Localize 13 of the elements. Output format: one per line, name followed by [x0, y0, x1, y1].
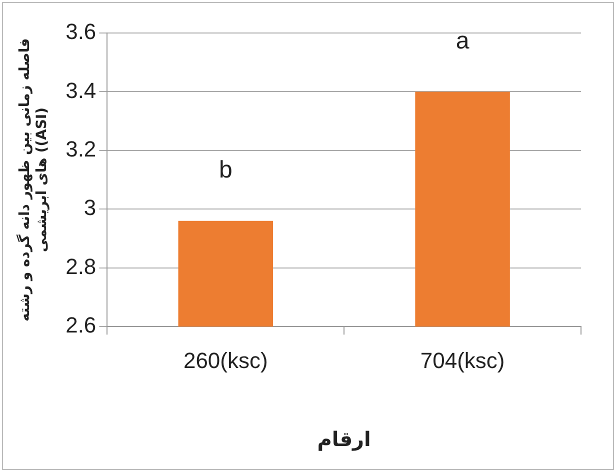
- y-tick-label: 3.2: [66, 136, 96, 162]
- y-tick-label: 2.6: [66, 312, 96, 338]
- annotation: b: [218, 156, 232, 184]
- x-tick-label: 704(ksc): [420, 348, 505, 373]
- y-tick-label: 3.4: [66, 78, 96, 103]
- annotation: a: [456, 27, 470, 54]
- y-tick-label: 3.6: [66, 19, 96, 44]
- text: فاصله زمانی بین ظهور دانه گرده و رشته: [17, 38, 34, 322]
- text: های ابریشمی ((ASI): [34, 107, 50, 252]
- y-tick-label: 3: [84, 195, 96, 220]
- x-axis-title: ارقام: [317, 427, 371, 452]
- y-tick-label: 2.8: [66, 254, 96, 279]
- x-tick-label: 260(ksc): [183, 348, 268, 373]
